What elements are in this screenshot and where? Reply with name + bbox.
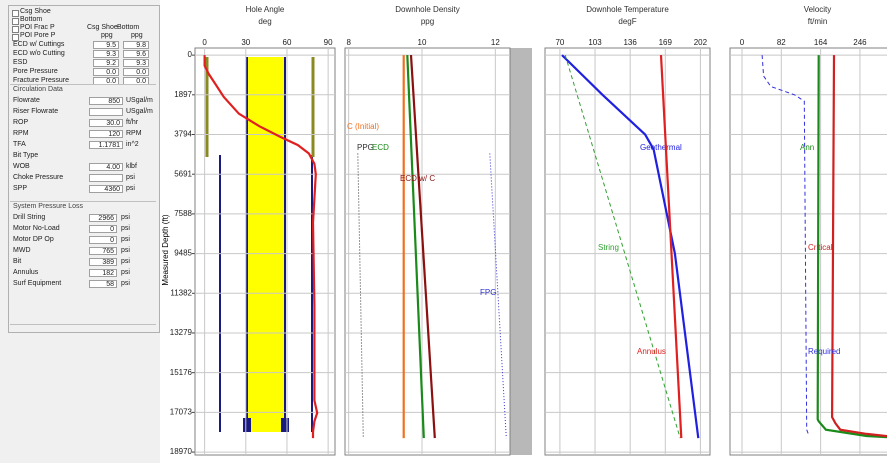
y-tick-label: 11382 <box>170 288 192 297</box>
x-tick-label: 0 <box>740 38 745 47</box>
x-axis-unit: degF <box>618 17 636 26</box>
series-label: String <box>598 243 619 252</box>
bit <box>243 418 251 432</box>
series-label: Geothermal <box>640 143 682 152</box>
x-tick-label: 90 <box>324 38 333 47</box>
y-tick-label: 13279 <box>170 328 193 337</box>
x-tick-label: 164 <box>814 38 828 47</box>
y-tick-label: 3794 <box>174 130 192 139</box>
y-tick-label: 7588 <box>174 209 192 218</box>
y-tick-label: 15176 <box>170 368 193 377</box>
x-tick-label: 82 <box>777 38 786 47</box>
x-tick-label: 60 <box>283 38 292 47</box>
x-tick-label: 169 <box>659 38 673 47</box>
x-tick-label: 136 <box>623 38 637 47</box>
x-tick-label: 8 <box>346 38 351 47</box>
x-axis-unit: ppg <box>421 17 434 26</box>
x-tick-label: 0 <box>202 38 207 47</box>
y-tick-label: 18970 <box>170 447 193 456</box>
y-tick-label: 17073 <box>170 407 193 416</box>
series-label: Annulus <box>637 347 666 356</box>
x-tick-label: 202 <box>694 38 708 47</box>
series-label: Ann <box>800 143 814 152</box>
screen: Csg ShoeBottomPOI Frac PPOI Pore PCsg Sh… <box>0 0 887 463</box>
x-tick-label: 246 <box>853 38 867 47</box>
chart-title: Hole Angle <box>246 5 285 14</box>
chart-title: Velocity <box>804 5 832 14</box>
y-tick-label: 9485 <box>174 249 192 258</box>
y-axis-label: Measured Depth (ft) <box>161 214 170 285</box>
x-tick-label: 12 <box>491 38 500 47</box>
x-tick-label: 103 <box>588 38 602 47</box>
y-tick-label: 0 <box>188 50 193 59</box>
series-label: ECD <box>372 143 389 152</box>
series-label: Critical <box>808 243 833 252</box>
x-tick-label: 30 <box>241 38 250 47</box>
x-axis-unit: deg <box>258 17 271 26</box>
series-label: C (Initial) <box>347 122 379 131</box>
scroll-band <box>510 48 532 455</box>
pipe-area <box>247 57 285 432</box>
y-tick-label: 5691 <box>174 169 192 178</box>
x-axis-unit: ft/min <box>808 17 828 26</box>
series-label: FPG <box>480 288 496 297</box>
series-label: ECD w/ C <box>400 174 435 183</box>
y-tick-label: 1897 <box>174 90 192 99</box>
charts: Measured Depth (ft) 0 1897 3794 5691 7588 9485… <box>0 0 887 463</box>
chart-title: Downhole Density <box>395 5 459 14</box>
x-tick-label: 10 <box>418 38 427 47</box>
series-label: Required <box>808 347 840 356</box>
chart-title: Downhole Temperature <box>586 5 669 14</box>
bit <box>281 418 289 432</box>
x-tick-label: 70 <box>555 38 564 47</box>
